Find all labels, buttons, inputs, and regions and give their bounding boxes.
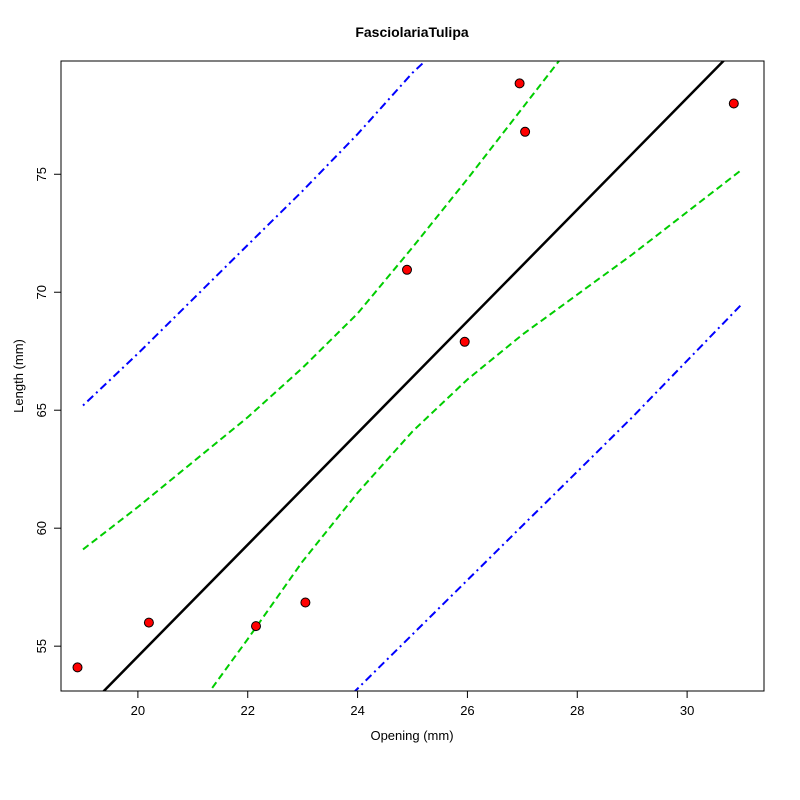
lines-layer <box>82 61 743 691</box>
y-tick-label: 60 <box>34 521 49 535</box>
fit-line <box>102 61 726 691</box>
data-point <box>72 662 83 673</box>
data-point <box>143 617 154 628</box>
x-tick-label: 22 <box>241 703 255 718</box>
x-tick-label: 26 <box>460 703 474 718</box>
x-tick-label: 30 <box>680 703 694 718</box>
confidence-upper-line <box>82 61 561 551</box>
data-point <box>520 126 531 137</box>
x-axis: 20 22 24 26 28 30 <box>131 691 694 718</box>
x-axis-label: Opening (mm) <box>370 728 453 743</box>
y-tick-label: 75 <box>34 167 49 181</box>
data-point <box>728 98 739 109</box>
x-tick-label: 20 <box>131 703 145 718</box>
y-tick-label: 65 <box>34 403 49 417</box>
chart-title: FasciolariaTulipa <box>355 24 469 40</box>
plot-frame <box>60 60 765 692</box>
y-tick-label: 70 <box>34 285 49 299</box>
y-axis: 55 60 65 70 75 <box>34 167 61 653</box>
points-layer <box>72 78 739 673</box>
prediction-lower-line <box>353 303 743 691</box>
prediction-upper-line <box>82 61 427 407</box>
data-point <box>402 264 412 275</box>
data-point <box>251 621 261 632</box>
data-point <box>514 78 525 89</box>
data-point <box>300 597 311 608</box>
data-point <box>459 336 470 347</box>
x-tick-label: 28 <box>570 703 584 718</box>
y-tick-label: 55 <box>34 639 49 653</box>
y-axis-label: Length (mm) <box>11 339 26 413</box>
confidence-lower-line <box>208 168 743 691</box>
x-tick-label: 24 <box>350 703 364 718</box>
